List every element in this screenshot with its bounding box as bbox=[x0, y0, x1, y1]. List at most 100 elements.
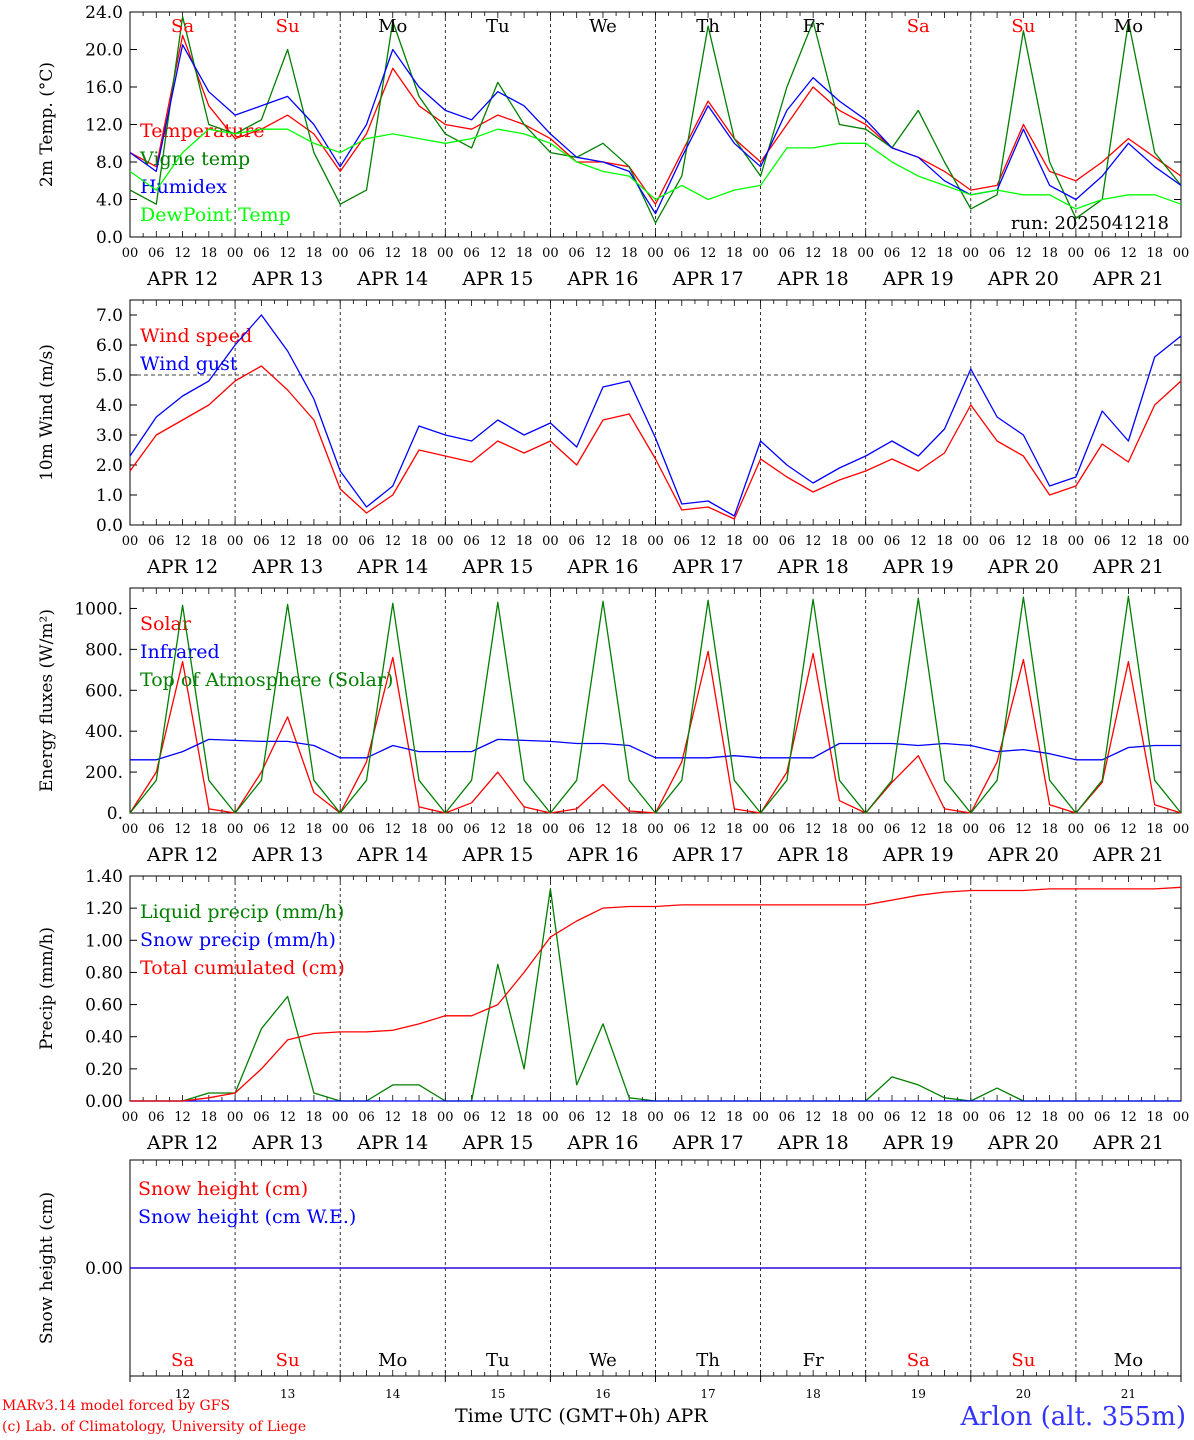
hour-label: 06 bbox=[674, 246, 691, 261]
hour-label: 18 bbox=[1146, 1110, 1163, 1125]
legend-entry: Infrared bbox=[140, 641, 220, 663]
hour-label: 18 bbox=[1041, 822, 1058, 837]
hour-label: 18 bbox=[831, 822, 848, 837]
date-label: APR 14 bbox=[356, 844, 428, 866]
y-tick-label: 600. bbox=[85, 681, 123, 701]
hour-label: 06 bbox=[779, 1110, 796, 1125]
y-tick-label: 1.20 bbox=[85, 899, 123, 919]
weekday-label: Su bbox=[276, 1350, 300, 1371]
y-tick-label: 24.0 bbox=[85, 3, 123, 23]
hour-label: 06 bbox=[674, 1110, 691, 1125]
hour-label: 12 bbox=[384, 822, 401, 837]
legend-entry: DewPoint Temp bbox=[140, 204, 291, 226]
hour-label: 18 bbox=[201, 1110, 218, 1125]
hour-label: 00 bbox=[857, 534, 874, 549]
hour-label: 12 bbox=[1120, 1110, 1137, 1125]
date-label: APR 16 bbox=[566, 844, 638, 866]
day-number-label: 21 bbox=[1121, 1387, 1136, 1401]
hour-label: 06 bbox=[779, 822, 796, 837]
hour-label: 18 bbox=[1041, 246, 1058, 261]
hour-label: 06 bbox=[568, 822, 585, 837]
panel-2: 0.0 1.0 2.0 3.0 4.0 5.0 6.0 7.0 10m Wind (m/s) Wi… bbox=[37, 299, 1189, 578]
run-label: run: 2025041218 bbox=[1011, 213, 1169, 234]
hour-label: 12 bbox=[805, 822, 822, 837]
date-label: APR 15 bbox=[461, 268, 533, 290]
hour-label: 00 bbox=[1068, 246, 1085, 261]
hour-label: 06 bbox=[463, 1110, 480, 1125]
hour-label: 06 bbox=[148, 1110, 165, 1125]
day-number-label: 14 bbox=[385, 1387, 401, 1401]
y-tick-label: 0.0 bbox=[96, 516, 123, 536]
hour-label: 18 bbox=[831, 1110, 848, 1125]
hour-label: 12 bbox=[384, 534, 401, 549]
y-tick-label: 16.0 bbox=[85, 78, 123, 98]
date-label: APR 13 bbox=[251, 1132, 323, 1154]
day-number-label: 15 bbox=[490, 1387, 505, 1401]
series-line-3-3 bbox=[129, 595, 1182, 814]
panel-1: 0.0 4.0 8.0 12.0 16.0 20.0 24.0 2m Temp. (°C) Te… bbox=[37, 3, 1189, 290]
hour-label: 00 bbox=[752, 1110, 769, 1125]
hour-label: 12 bbox=[490, 534, 507, 549]
hour-label: 00 bbox=[332, 822, 349, 837]
hour-label: 18 bbox=[201, 246, 218, 261]
hour-label: 12 bbox=[1015, 534, 1032, 549]
hour-label: 00 bbox=[542, 246, 559, 261]
series-line-1-4 bbox=[129, 128, 1182, 210]
hour-label: 18 bbox=[936, 534, 953, 549]
y-tick-label: 0.60 bbox=[85, 996, 123, 1016]
hour-label: 18 bbox=[936, 822, 953, 837]
y-tick-label: 4.0 bbox=[96, 191, 123, 211]
hour-label: 06 bbox=[568, 534, 585, 549]
hour-label: 12 bbox=[174, 822, 191, 837]
series-line-1-3 bbox=[129, 44, 1182, 215]
hour-label: 18 bbox=[411, 1110, 428, 1125]
legend-entry: Top of Atmosphere (Solar) bbox=[140, 669, 393, 691]
hour-label: 06 bbox=[989, 534, 1006, 549]
hour-label: 00 bbox=[963, 534, 980, 549]
hour-label: 00 bbox=[752, 246, 769, 261]
hour-label: 18 bbox=[621, 822, 638, 837]
y-tick-label: 0.40 bbox=[85, 1028, 123, 1048]
y-tick-label: 8.0 bbox=[96, 153, 123, 173]
series-line-1-2 bbox=[129, 16, 1182, 224]
weekday-label: Mo bbox=[378, 1350, 407, 1371]
date-label: APR 13 bbox=[251, 556, 323, 578]
hour-label: 06 bbox=[779, 246, 796, 261]
date-label: APR 16 bbox=[566, 1132, 638, 1154]
y-tick-label: 0. bbox=[107, 804, 123, 824]
date-label: APR 14 bbox=[356, 268, 428, 290]
hour-label: 18 bbox=[1146, 822, 1163, 837]
hour-label: 06 bbox=[989, 1110, 1006, 1125]
hour-label: 18 bbox=[621, 1110, 638, 1125]
hour-label: 00 bbox=[122, 534, 139, 549]
y-tick-label: 800. bbox=[85, 640, 123, 660]
hour-label: 18 bbox=[516, 534, 533, 549]
y-axis-title: Precip (mm/h) bbox=[37, 927, 57, 1050]
hour-label: 18 bbox=[1146, 246, 1163, 261]
hour-label: 18 bbox=[306, 246, 323, 261]
weekday-label: Mo bbox=[1114, 1350, 1143, 1371]
hour-label: 12 bbox=[490, 1110, 507, 1125]
date-label: APR 17 bbox=[672, 844, 744, 866]
hour-label: 12 bbox=[384, 246, 401, 261]
y-axis-title: Energy fluxes (W/m²) bbox=[37, 609, 57, 792]
hour-label: 00 bbox=[542, 534, 559, 549]
hour-label: 00 bbox=[542, 1110, 559, 1125]
hour-label: 00 bbox=[227, 534, 244, 549]
hour-label: 00 bbox=[647, 534, 664, 549]
hour-label: 06 bbox=[1094, 534, 1111, 549]
hour-label: 18 bbox=[411, 534, 428, 549]
hour-label: 12 bbox=[700, 822, 717, 837]
hour-label: 00 bbox=[1068, 822, 1085, 837]
date-label: APR 17 bbox=[672, 556, 744, 578]
date-label: APR 18 bbox=[777, 556, 849, 578]
hour-label: 06 bbox=[989, 246, 1006, 261]
day-number-label: 13 bbox=[280, 1387, 295, 1401]
y-tick-label: 3.0 bbox=[96, 426, 123, 446]
hour-label: 00 bbox=[332, 246, 349, 261]
y-tick-label: 0.00 bbox=[85, 1092, 123, 1112]
hour-label: 12 bbox=[384, 1110, 401, 1125]
hour-label: 12 bbox=[595, 534, 612, 549]
panel-3: 0. 200. 400. 600. 800. 1000. Energy fluxes (W/… bbox=[37, 587, 1189, 866]
